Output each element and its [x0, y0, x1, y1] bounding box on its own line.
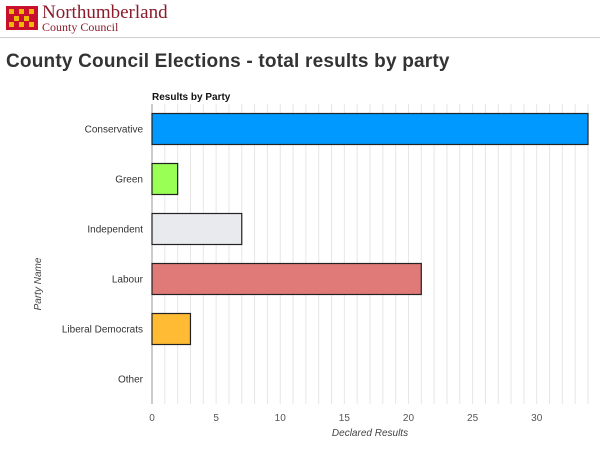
y-tick-label: Liberal Democrats: [62, 325, 143, 336]
y-tick-label: Other: [118, 375, 144, 386]
x-tick-label: 5: [213, 413, 219, 424]
bar-chart: Results by Party 0 5 10 15 20 25 30 Conservative…: [33, 92, 589, 439]
bar-independent[interactable]: [151, 212, 243, 246]
page-title: County Council Elections - total results…: [6, 51, 450, 72]
bar-liberal-democrats[interactable]: [151, 312, 192, 346]
y-tick-label: Conservative: [85, 125, 144, 136]
x-axis-title: Declared Results: [332, 428, 408, 439]
org-name[interactable]: Northumberland: [42, 2, 168, 23]
chart-title: Results by Party: [152, 92, 231, 103]
council-crest-icon[interactable]: [6, 6, 38, 30]
y-tick-label: Independent: [87, 225, 143, 236]
bar-conservative[interactable]: [151, 112, 589, 146]
bar-green[interactable]: [151, 162, 179, 196]
x-tick-label: 20: [403, 413, 415, 424]
x-tick-label: 30: [531, 413, 543, 424]
bar-labour[interactable]: [151, 262, 422, 296]
x-tick-label: 25: [467, 413, 479, 424]
y-tick-label: Labour: [112, 275, 144, 286]
site-header: Northumberland County Council: [0, 0, 600, 38]
org-subtitle: County Council: [42, 20, 119, 34]
y-tick-label: Green: [115, 175, 143, 186]
x-tick-label: 0: [149, 413, 155, 424]
x-tick-label: 15: [339, 413, 351, 424]
y-axis-title: Party Name: [33, 257, 44, 310]
x-tick-label: 10: [275, 413, 287, 424]
